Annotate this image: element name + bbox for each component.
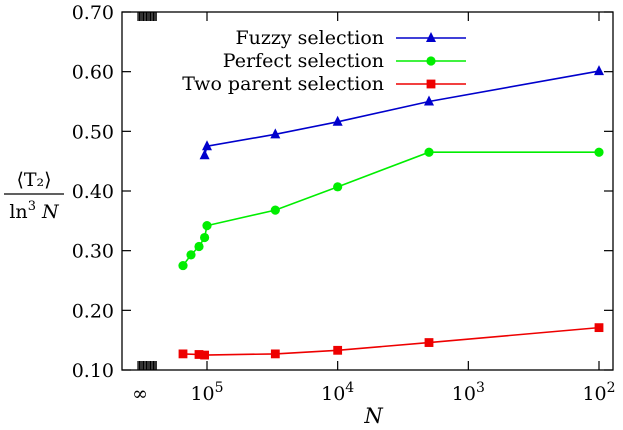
triangle-marker [199,149,210,160]
y-axis-label-denominator: ln3 N [9,199,60,223]
circle-marker [194,241,204,252]
series-line [182,151,599,267]
y-axis-label-ln: ln [9,201,27,223]
x-tick-label-exponent: 3 [476,380,485,396]
circle-marker [178,260,188,271]
square-marker [333,345,343,355]
circle-marker [424,147,434,157]
circle-marker [333,182,343,192]
x-tick-label-exponent: 4 [345,380,354,396]
y-axis-label-exponent: 3 [28,199,36,214]
legend-label: Perfect selection [223,50,384,72]
x-tick-label: 102 [582,380,615,405]
y-axis-label-var: N [36,201,60,223]
y-tick-label: 0.30 [72,241,114,263]
x-tick-label-base: 10 [321,383,345,405]
square-marker [200,350,209,360]
circle-marker [186,250,196,260]
x-tick-label-exponent: 2 [607,380,616,396]
triangle-marker [423,95,434,106]
y-tick-label: 0.40 [72,181,114,203]
triangle-marker [332,115,343,126]
y-tick-label: 0.70 [72,2,114,24]
x-tick-label-base: 10 [190,383,214,405]
circle-marker [270,205,280,215]
triangle-marker [202,140,212,151]
x-tick-label-base: 10 [582,383,606,405]
triangle-marker [594,65,604,76]
x-tick-label: 105 [190,380,223,405]
y-tick-label: 0.20 [72,300,114,322]
x-tick-label-base: 10 [452,383,476,405]
square-marker [178,349,188,359]
circle-marker [199,232,210,243]
y-tick-label: 0.10 [72,360,114,382]
circle-marker [426,56,436,66]
x-tick-label-exponent: 5 [215,380,224,396]
x-axis-label: N [363,404,383,428]
x-tick-label: 104 [321,380,354,405]
legend-label: Two parent selection [182,73,384,95]
triangle-marker [426,32,436,42]
square-marker [194,350,204,359]
square-marker [426,79,436,89]
y-tick-label: 0.50 [72,121,114,143]
square-marker [424,338,434,347]
circle-marker [202,221,212,231]
x-tick-label: 103 [452,380,485,405]
square-marker [270,349,280,359]
triangle-marker [270,128,281,139]
series-line [182,326,600,356]
x-tick-label: ∞ [132,383,148,405]
y-tick-label: 0.60 [72,62,114,84]
square-marker [594,323,604,333]
legend-label: Fuzzy selection [235,27,384,49]
circle-marker [594,147,604,157]
y-axis-label-numerator: ⟨T₂⟩ [16,169,51,191]
